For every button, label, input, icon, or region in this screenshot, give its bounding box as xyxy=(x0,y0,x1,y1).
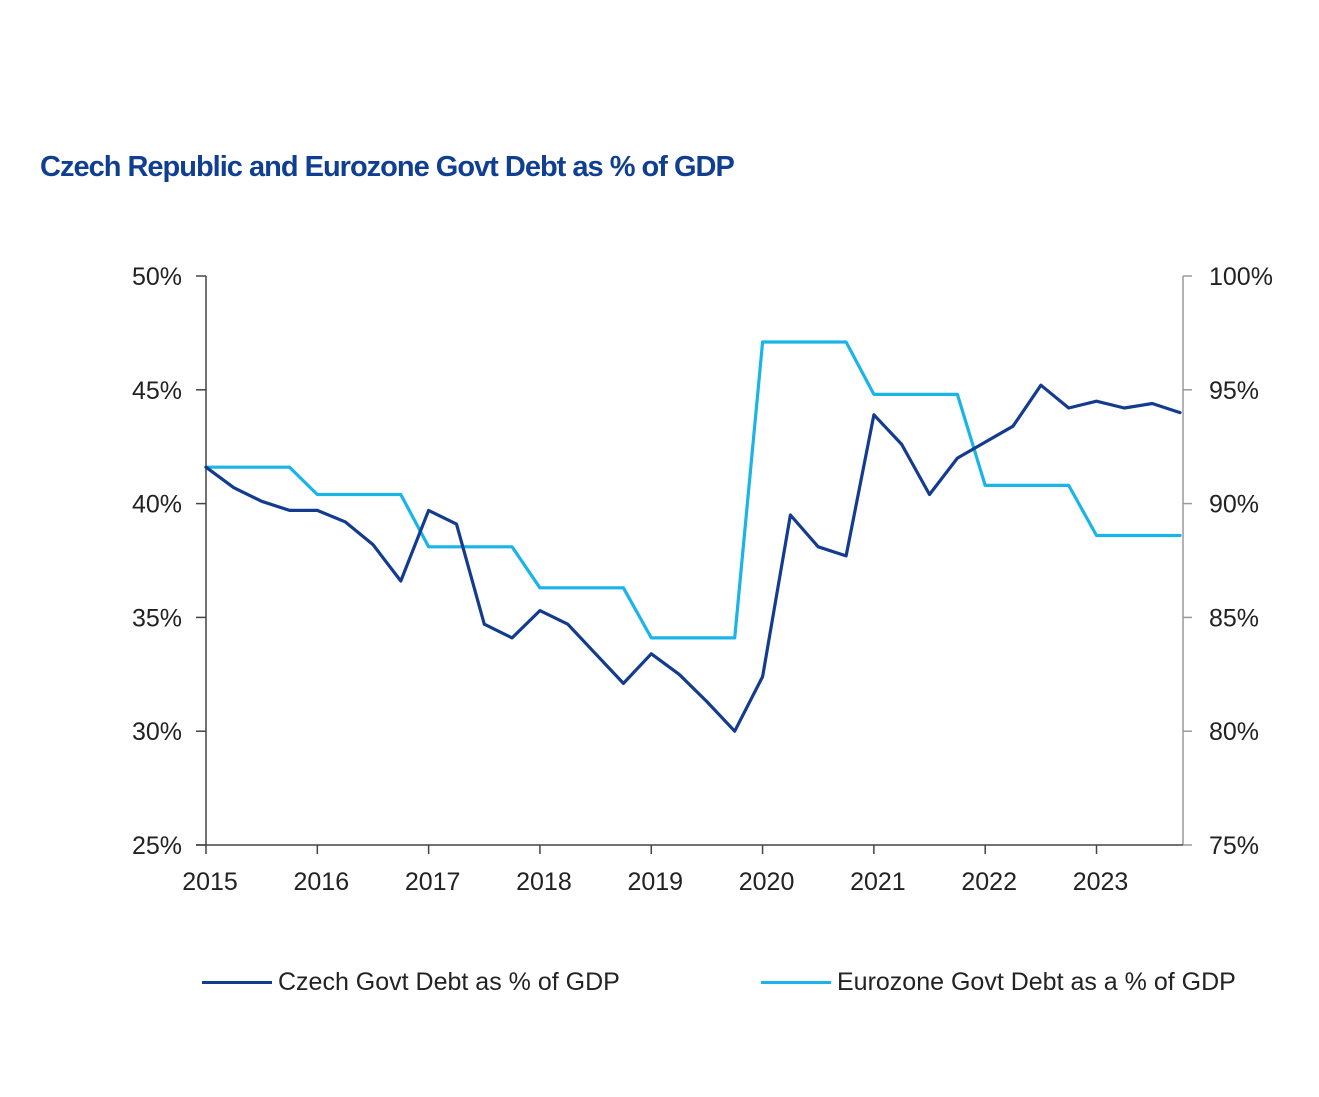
x-tick-label: 2017 xyxy=(405,868,461,896)
x-tick-label: 2018 xyxy=(516,868,572,896)
y-right-tick-label: 80% xyxy=(1209,718,1259,746)
y-right-tick-label: 95% xyxy=(1209,377,1259,405)
series-layer xyxy=(204,340,1182,733)
x-tick-label: 2015 xyxy=(182,868,238,896)
y-right-tick-label: 75% xyxy=(1209,832,1259,860)
x-tick-label: 2016 xyxy=(294,868,350,896)
y-right-tick-label: 100% xyxy=(1209,263,1273,291)
x-tick-label: 2020 xyxy=(739,868,795,896)
legend-swatch-eurozone xyxy=(761,981,831,984)
y-left-tick-label: 35% xyxy=(132,604,182,632)
x-tick-label: 2021 xyxy=(850,868,906,896)
legend: Czech Govt Debt as % of GDP Eurozone Gov… xyxy=(0,968,1319,1008)
legend-swatch-czech xyxy=(202,981,272,984)
x-tick-label: 2019 xyxy=(627,868,683,896)
axes: 25% 30% 35% 40% 45% 50% 75% 80% 85% 90% 95% 100% 201… xyxy=(132,263,1273,896)
legend-item-eurozone: Eurozone Govt Debt as a % of GDP xyxy=(761,968,1236,997)
legend-label-eurozone: Eurozone Govt Debt as a % of GDP xyxy=(837,968,1236,996)
y-left-tick-label: 30% xyxy=(132,718,182,746)
series-line-eurozone xyxy=(204,340,1182,640)
x-tick-label: 2023 xyxy=(1073,868,1129,896)
legend-item-czech: Czech Govt Debt as % of GDP xyxy=(202,968,620,997)
y-right-tick-label: 90% xyxy=(1209,491,1259,519)
legend-label-czech: Czech Govt Debt as % of GDP xyxy=(278,968,620,996)
y-left-tick-label: 25% xyxy=(132,832,182,860)
x-tick-label: 2022 xyxy=(961,868,1017,896)
y-left-tick-label: 40% xyxy=(132,491,182,519)
series-line-czech xyxy=(204,383,1182,733)
y-left-tick-label: 50% xyxy=(132,263,182,291)
y-left-tick-label: 45% xyxy=(132,377,182,405)
y-right-tick-label: 85% xyxy=(1209,604,1259,632)
chart-title: Czech Republic and Eurozone Govt Debt as… xyxy=(40,151,735,183)
